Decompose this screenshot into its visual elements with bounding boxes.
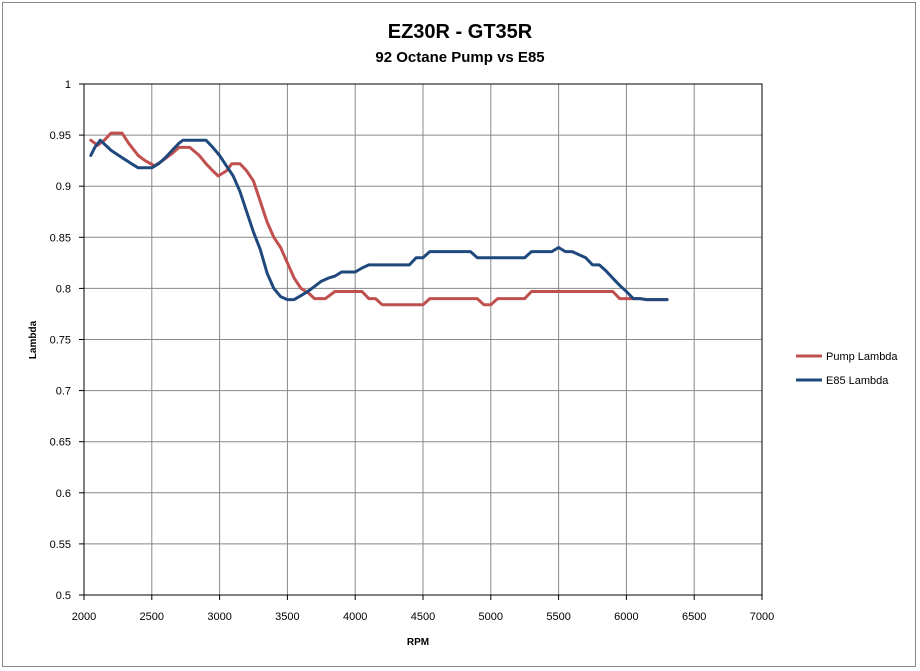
y-tick-label: 0.5	[56, 590, 71, 602]
x-tick-label: 4000	[343, 611, 367, 623]
x-tick-label: 3500	[275, 611, 299, 623]
chart-title: EZ30R - GT35R	[388, 21, 533, 43]
x-tick-label: 5500	[546, 611, 570, 623]
y-tick-label: 0.8	[56, 283, 71, 295]
y-tick-label: 0.6	[56, 488, 71, 500]
legend: Pump Lambda E85 Lambda	[796, 351, 898, 387]
y-tick-label: 0.95	[50, 130, 71, 142]
y-tick-label: 0.75	[50, 335, 71, 347]
x-tick-label: 3000	[207, 611, 231, 623]
legend-label: Pump Lambda	[826, 351, 898, 363]
x-axis-title: RPM	[407, 637, 429, 648]
y-axis: 0.5 0.55 0.6 0.65 0.7 0.75 0.8 0.85 0.9 0.95 1	[50, 79, 84, 602]
x-tick-label: 2500	[140, 611, 164, 623]
x-tick-label: 7000	[750, 611, 774, 623]
x-tick-label: 5000	[479, 611, 503, 623]
y-tick-label: 0.65	[50, 437, 71, 449]
x-tick-label: 6500	[682, 611, 706, 623]
y-tick-label: 0.55	[50, 539, 71, 551]
series-line-e85-lambda	[89, 138, 669, 302]
legend-label: E85 Lambda	[826, 375, 889, 387]
series-line-pump-lambda	[89, 131, 669, 307]
x-tick-label: 4500	[411, 611, 435, 623]
y-tick-label: 1	[65, 79, 71, 91]
y-axis-title: Lambda	[28, 320, 39, 359]
x-axis: 2000 2500 3000 3500 4000 4500 5000 5500 6000 6500…	[72, 595, 774, 623]
chart-subtitle: 92 Octane Pump vs E85	[375, 49, 544, 66]
y-tick-label: 0.85	[50, 232, 71, 244]
y-tick-label: 0.9	[56, 181, 71, 193]
grid	[83, 83, 763, 596]
y-tick-label: 0.7	[56, 386, 71, 398]
x-tick-label: 6000	[614, 611, 638, 623]
x-tick-label: 2000	[72, 611, 96, 623]
series-layer	[89, 131, 669, 307]
